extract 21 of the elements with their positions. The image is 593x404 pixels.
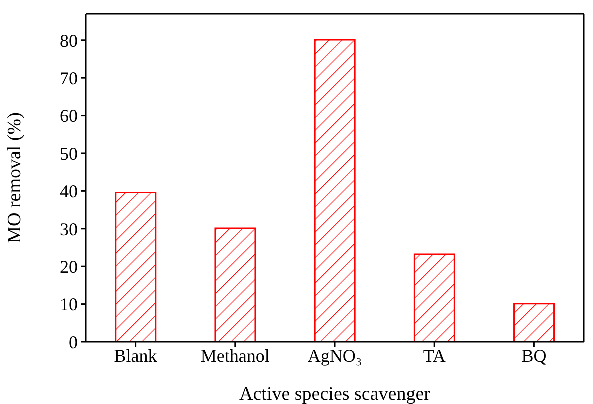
bar — [414, 254, 456, 342]
x-tick-label: TA — [423, 346, 446, 366]
y-axis-title: MO removal (%) — [4, 112, 26, 244]
x-axis-title: Active species scavenger — [240, 384, 432, 404]
y-tick-label: 20 — [60, 256, 78, 277]
x-tick-label: AgNO₃ — [308, 346, 362, 366]
y-tick-label: 40 — [60, 182, 78, 202]
x-tick-label: Methanol — [200, 346, 270, 366]
y-tick-label: 0 — [69, 332, 78, 352]
y-tick-label: 10 — [60, 294, 78, 315]
y-tick-label: 50 — [60, 144, 78, 164]
x-tick-label: BQ — [522, 346, 547, 366]
bar — [214, 228, 256, 342]
bar — [115, 192, 157, 342]
y-tick-label: 80 — [60, 30, 78, 51]
x-tick-label: Blank — [114, 346, 158, 366]
y-tick-label: 30 — [60, 219, 78, 240]
bar — [314, 39, 356, 342]
bar — [514, 303, 556, 342]
y-tick-label: 60 — [60, 106, 78, 126]
y-tick-label: 70 — [60, 68, 78, 88]
